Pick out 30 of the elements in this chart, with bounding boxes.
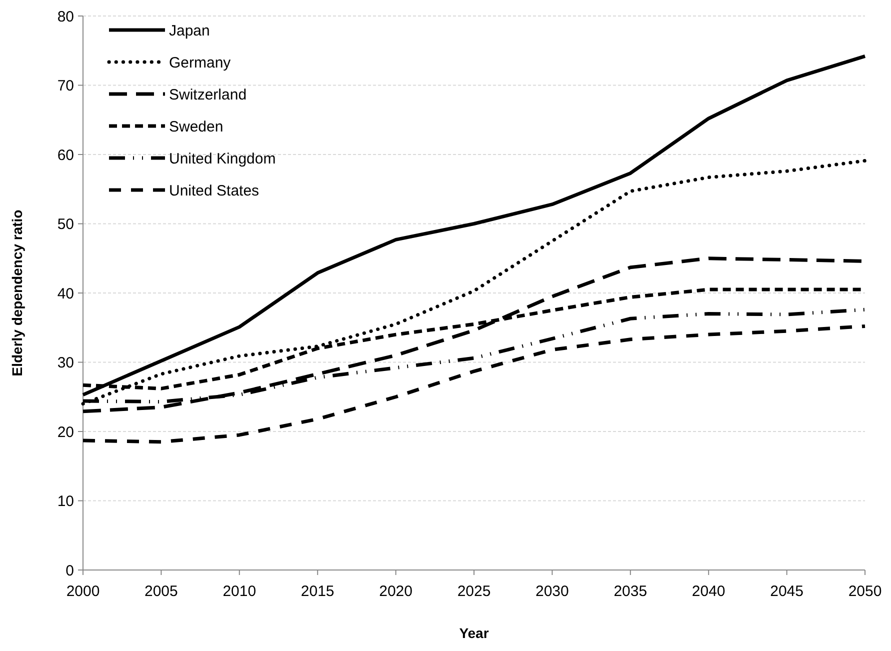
x-tick-label: 2020 — [379, 583, 412, 600]
x-tick-label: 2035 — [614, 583, 648, 600]
legend-label: Japan — [169, 22, 210, 40]
x-tick-label: 2030 — [536, 583, 569, 600]
line-series — [81, 324, 867, 444]
legend-label: Switzerland — [169, 86, 247, 104]
x-tick-label: 2040 — [692, 583, 726, 600]
x-tick-label: 2010 — [222, 583, 256, 600]
line-series — [81, 54, 867, 397]
y-tick-label: 30 — [57, 354, 74, 372]
y-tick-label: 80 — [57, 8, 74, 26]
x-axis-title: Year — [459, 625, 490, 641]
x-tick-label: 2000 — [66, 583, 100, 600]
x-tick-label: 2015 — [300, 583, 334, 600]
legend-label: Germany — [169, 54, 232, 72]
y-tick-label: 60 — [57, 146, 74, 164]
y-tick-label: 10 — [57, 493, 74, 510]
x-tick-label: 2005 — [144, 583, 178, 600]
y-tick-label: 20 — [57, 424, 74, 441]
x-tick-label: 2050 — [848, 583, 882, 600]
x-tick-label: 2045 — [770, 583, 804, 600]
legend-label: United Kingdom — [169, 150, 276, 168]
x-tick-label: 2025 — [457, 583, 491, 600]
y-tick-label: 0 — [66, 562, 74, 580]
y-axis-title: Elderly dependency ratio — [9, 210, 25, 376]
y-tick-label: 50 — [57, 216, 74, 233]
y-tick-label: 70 — [57, 78, 74, 94]
y-tick-label: 40 — [57, 285, 74, 302]
legend-label: United States — [169, 182, 260, 200]
legend-label: Sweden — [169, 118, 224, 136]
